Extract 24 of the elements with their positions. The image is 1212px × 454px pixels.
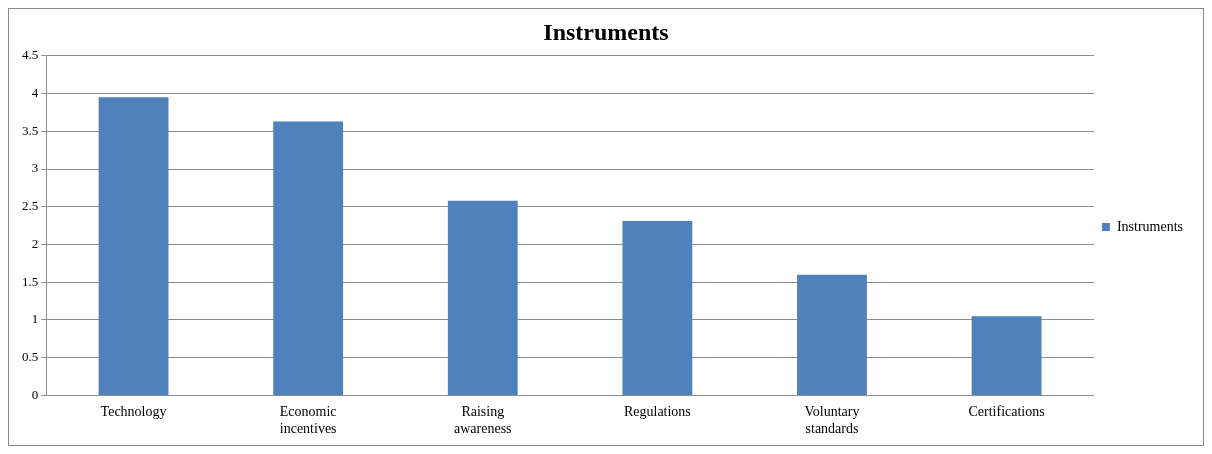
x-tick-label: Technology	[100, 404, 167, 420]
bar	[797, 274, 867, 395]
y-tick-label: 1	[31, 311, 39, 327]
x-tick-label: Certifications	[968, 404, 1045, 420]
legend-label: Instruments	[1116, 218, 1184, 234]
x-tick-label: Regulations	[623, 404, 691, 420]
y-tick-label: 4.5	[22, 47, 39, 63]
bar	[447, 200, 518, 395]
x-tick-label: Voluntary standards	[804, 404, 860, 437]
y-tick-label: 2.5	[22, 198, 39, 214]
y-tick-label: 0.5	[22, 349, 39, 365]
bar	[622, 221, 693, 395]
y-tick-label: 0	[31, 386, 39, 402]
y-tick-label: 1.5	[22, 273, 39, 289]
bar	[98, 97, 169, 395]
y-tick-label: 4	[31, 84, 39, 100]
y-tick-label: 3	[31, 160, 39, 176]
y-tick-label: 3.5	[22, 122, 39, 138]
y-tick-label: 2	[31, 235, 39, 251]
bar	[971, 316, 1042, 395]
chart-title: Instruments	[543, 18, 669, 45]
bar	[273, 121, 344, 395]
x-tick-label: Economic incentives	[279, 404, 337, 437]
x-tick-label: Raising awareness	[454, 404, 512, 437]
